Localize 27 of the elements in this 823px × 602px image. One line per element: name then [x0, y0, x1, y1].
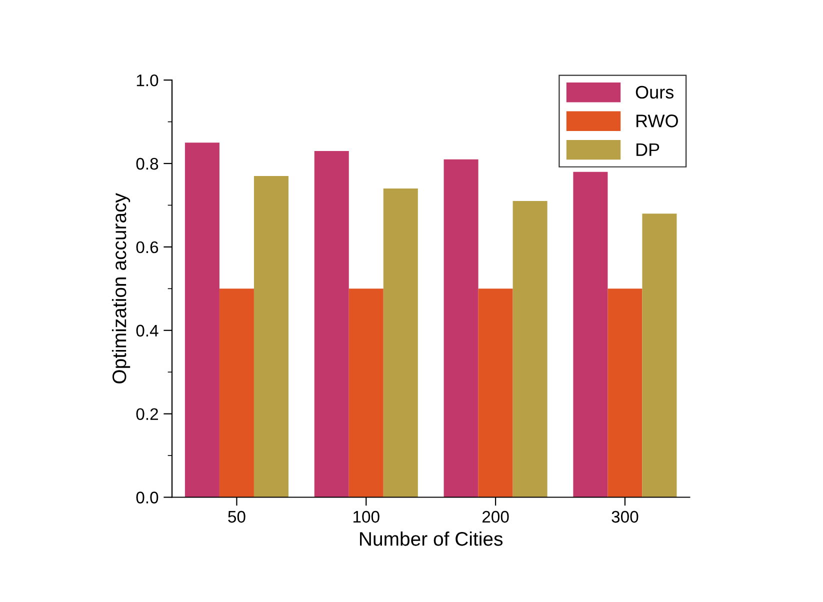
x-tick-label: 50: [228, 510, 246, 523]
y-tick-label: 0.8: [136, 158, 158, 170]
bar: [254, 176, 288, 498]
x-tick-label: 300: [612, 510, 638, 523]
y-axis-title: Optimization accuracy: [112, 193, 130, 384]
x-tick-label: 200: [482, 510, 509, 523]
bar: [478, 288, 513, 498]
bar: [314, 150, 349, 498]
x-tick-label: 100: [354, 510, 380, 523]
y-tick-label: 0.2: [136, 408, 158, 420]
bar: [348, 288, 384, 498]
bar: [184, 142, 220, 498]
legend-label: Ours: [636, 86, 674, 99]
y-tick-label: 1.0: [136, 74, 158, 86]
legend-label: RWO: [636, 114, 678, 128]
bar: [219, 288, 254, 498]
bar: [642, 214, 677, 498]
bar: [608, 288, 642, 498]
bar: [383, 188, 418, 498]
y-tick-label: 0.6: [136, 241, 158, 254]
bar: [512, 201, 548, 498]
legend-label: DP: [636, 143, 660, 156]
bar: [573, 172, 608, 498]
y-tick-label: 0.0: [136, 492, 158, 504]
x-axis-title: Number of Cities: [360, 532, 503, 546]
y-tick-label: 0.4: [136, 324, 158, 337]
bar: [444, 159, 478, 498]
